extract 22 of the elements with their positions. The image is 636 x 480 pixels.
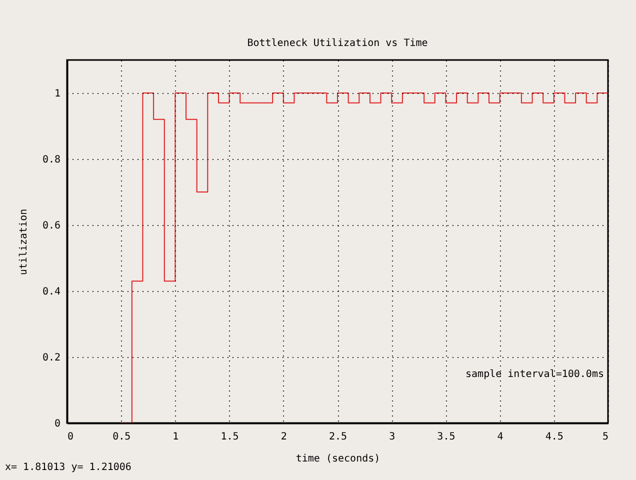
x-axis-title: time (seconds) [296, 454, 380, 464]
x-tick-label: 5 [602, 432, 608, 442]
chart-title: Bottleneck Utilization vs Time [247, 38, 428, 49]
y-tick-label: 0.8 [42, 154, 60, 166]
x-tick-label: 4 [497, 432, 504, 442]
annotation: sample interval=100.0ms [466, 369, 604, 380]
x-tick-label: 0 [68, 432, 74, 442]
x-tick-label: 2.5 [328, 432, 348, 442]
x-tick-label: 1 [172, 432, 179, 442]
x-tick-label: 1.5 [220, 432, 239, 442]
x-tick-label: 0.5 [112, 432, 131, 442]
x-tick-label: 4.5 [545, 432, 564, 442]
x-tick-label: 3.5 [437, 432, 456, 442]
y-tick-label: 0.2 [42, 352, 60, 364]
y-tick-label: 0 [54, 418, 60, 430]
y-tick-label: 1 [54, 88, 60, 100]
y-tick-label: 0.4 [42, 286, 60, 298]
x-tick-label: 2 [280, 432, 287, 442]
y-axis-title: utilization [18, 208, 30, 276]
y-tick-label: 0.6 [42, 220, 60, 232]
text: x= 1.81013 y= 1.21006 [5, 462, 132, 473]
x-tick-label: 3 [389, 432, 396, 442]
